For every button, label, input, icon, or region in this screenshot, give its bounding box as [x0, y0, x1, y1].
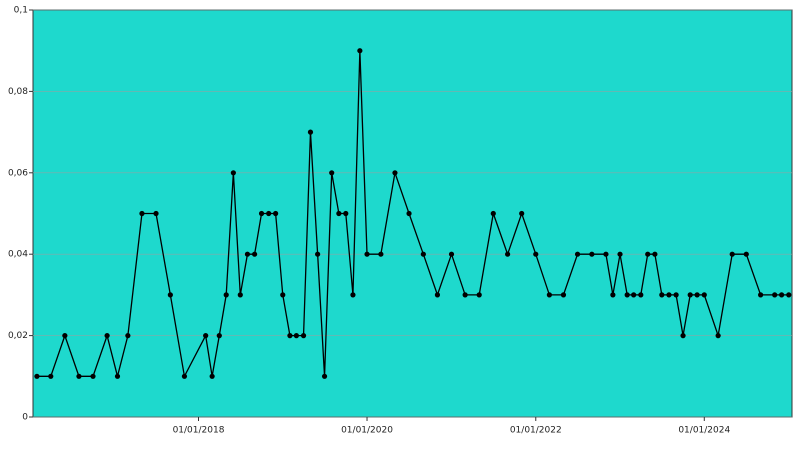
point — [589, 251, 595, 257]
point — [203, 333, 209, 339]
point — [216, 333, 222, 339]
y-tick-label: 0,02 — [8, 331, 28, 341]
point — [758, 292, 764, 298]
point — [610, 292, 616, 298]
point — [287, 333, 293, 339]
point — [533, 251, 539, 257]
point — [652, 251, 658, 257]
point — [420, 251, 426, 257]
point — [505, 251, 511, 257]
point — [329, 170, 335, 176]
point — [680, 333, 686, 339]
point — [638, 292, 644, 298]
y-tick-label: 0,06 — [8, 168, 28, 178]
point — [321, 373, 328, 379]
plot-area — [32, 9, 793, 418]
point — [624, 292, 630, 298]
point — [546, 292, 552, 298]
point — [258, 210, 265, 217]
point — [673, 292, 679, 298]
point — [476, 292, 482, 298]
point — [406, 210, 412, 217]
point — [715, 333, 721, 339]
point — [779, 292, 785, 298]
point — [392, 170, 398, 176]
point — [307, 129, 314, 135]
point — [273, 210, 279, 217]
point — [659, 292, 665, 298]
point — [729, 251, 735, 257]
point — [139, 210, 145, 217]
point — [434, 292, 441, 298]
point — [167, 292, 173, 298]
point — [560, 292, 567, 298]
point — [315, 251, 321, 257]
x-tick-label: 01/01/2024 — [678, 426, 730, 436]
point — [603, 251, 609, 257]
point — [701, 292, 707, 298]
point — [694, 292, 700, 298]
point — [237, 292, 243, 298]
point — [343, 210, 349, 217]
y-tick-label: 0,1 — [14, 6, 28, 16]
point — [666, 292, 672, 298]
x-tick-label: 01/01/2022 — [510, 426, 562, 436]
point — [153, 210, 159, 217]
point — [448, 251, 455, 257]
point — [104, 333, 110, 339]
point — [223, 292, 229, 298]
y-tick-label: 0,04 — [8, 250, 28, 260]
point — [266, 210, 272, 217]
point — [687, 292, 693, 298]
point — [48, 373, 54, 379]
y-tick-label: 0 — [22, 413, 28, 423]
point — [336, 210, 342, 217]
point — [62, 333, 68, 339]
x-tick-label: 01/01/2018 — [173, 426, 225, 436]
point — [125, 333, 131, 339]
point — [244, 251, 251, 257]
point — [34, 373, 40, 379]
point — [76, 373, 82, 379]
point — [252, 251, 258, 257]
point — [490, 210, 496, 217]
y-tick-label: 0,08 — [8, 87, 28, 97]
point — [114, 373, 121, 379]
point — [357, 48, 363, 54]
x-tick-label: 01/01/2020 — [341, 426, 393, 436]
point — [645, 251, 651, 257]
point — [90, 373, 96, 379]
point — [293, 333, 299, 339]
point — [350, 292, 356, 298]
point — [743, 251, 749, 257]
point — [230, 170, 236, 176]
point — [617, 251, 623, 257]
point — [181, 373, 188, 379]
point — [786, 292, 792, 298]
point — [574, 251, 581, 257]
point — [631, 292, 637, 298]
point — [462, 292, 468, 298]
point — [300, 333, 307, 339]
point — [209, 373, 215, 379]
point — [364, 251, 370, 257]
point — [519, 210, 525, 217]
point — [280, 292, 286, 298]
point — [772, 292, 778, 298]
point — [378, 251, 384, 257]
